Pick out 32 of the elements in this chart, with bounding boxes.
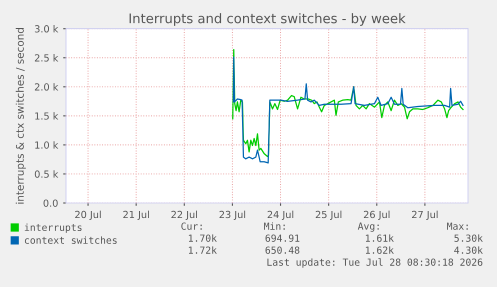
text: Min: <box>264 222 285 230</box>
y-tick-label: 1.0 k <box>35 141 58 149</box>
x-tick-label: 22 Jul <box>171 210 197 220</box>
y-tick-label: 2.5 k <box>34 54 58 62</box>
y-tick-label: 0.0 <box>44 199 58 207</box>
y-tick-label: 3.0 k <box>34 25 58 33</box>
text: 5.30k <box>454 234 483 242</box>
y-axis-title: interrupts & ctx switches / second <box>16 28 26 204</box>
text: Avg: <box>358 222 379 232</box>
legend-label: context switches <box>24 236 117 244</box>
x-tick-label: 26 Jul <box>364 210 390 220</box>
text: 1.61k <box>366 234 394 242</box>
text: 650.48 <box>266 246 300 254</box>
x-tick-label: 24 Jul <box>268 210 294 220</box>
y-tick-label: 0.5 k <box>34 170 58 178</box>
text: 1.70k <box>188 234 217 242</box>
text: Cur: <box>181 222 202 230</box>
text: Last update: Tue Jul 28 08:30:18 2026 <box>267 258 482 268</box>
y-tick-label: 2.0 k <box>34 83 58 91</box>
text: Max: <box>447 222 468 230</box>
x-tick-label: 23 Jul <box>220 210 246 220</box>
x-tick-label: 21 Jul <box>123 210 149 220</box>
text: 1.72k <box>188 246 217 254</box>
x-tick-label: 27 Jul <box>412 210 438 220</box>
text: 4.30k <box>454 246 483 254</box>
y-tick-label: 1.5 k <box>35 112 58 120</box>
text: 1.62k <box>366 246 394 254</box>
x-tick-label: 20 Jul <box>75 210 101 220</box>
text: 694.91 <box>266 234 300 242</box>
legend-label: interrupts <box>24 223 82 233</box>
chart-title: Interrupts and context switches - by week <box>130 13 406 26</box>
x-tick-label: 25 Jul <box>316 210 342 220</box>
